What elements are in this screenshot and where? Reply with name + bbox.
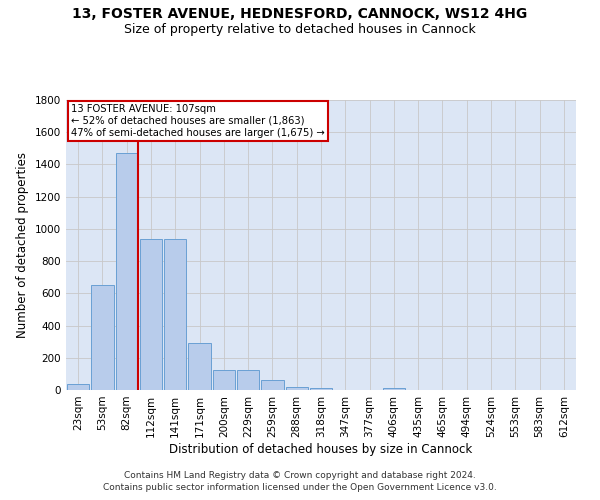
Y-axis label: Number of detached properties: Number of detached properties xyxy=(16,152,29,338)
Bar xyxy=(286,387,308,390)
Bar xyxy=(310,388,332,390)
Bar xyxy=(164,240,187,390)
Text: Contains public sector information licensed under the Open Government Licence v3: Contains public sector information licen… xyxy=(103,484,497,492)
Bar xyxy=(188,344,211,390)
Text: 13 FOSTER AVENUE: 107sqm
← 52% of detached houses are smaller (1,863)
47% of sem: 13 FOSTER AVENUE: 107sqm ← 52% of detach… xyxy=(71,104,325,138)
Bar xyxy=(383,388,405,390)
Text: Distribution of detached houses by size in Cannock: Distribution of detached houses by size … xyxy=(169,442,473,456)
Bar xyxy=(212,370,235,390)
Text: Contains HM Land Registry data © Crown copyright and database right 2024.: Contains HM Land Registry data © Crown c… xyxy=(124,471,476,480)
Bar xyxy=(116,153,138,390)
Bar xyxy=(91,286,113,390)
Text: 13, FOSTER AVENUE, HEDNESFORD, CANNOCK, WS12 4HG: 13, FOSTER AVENUE, HEDNESFORD, CANNOCK, … xyxy=(73,8,527,22)
Bar xyxy=(140,240,162,390)
Bar xyxy=(237,370,259,390)
Text: Size of property relative to detached houses in Cannock: Size of property relative to detached ho… xyxy=(124,22,476,36)
Bar xyxy=(261,380,284,390)
Bar xyxy=(67,384,89,390)
